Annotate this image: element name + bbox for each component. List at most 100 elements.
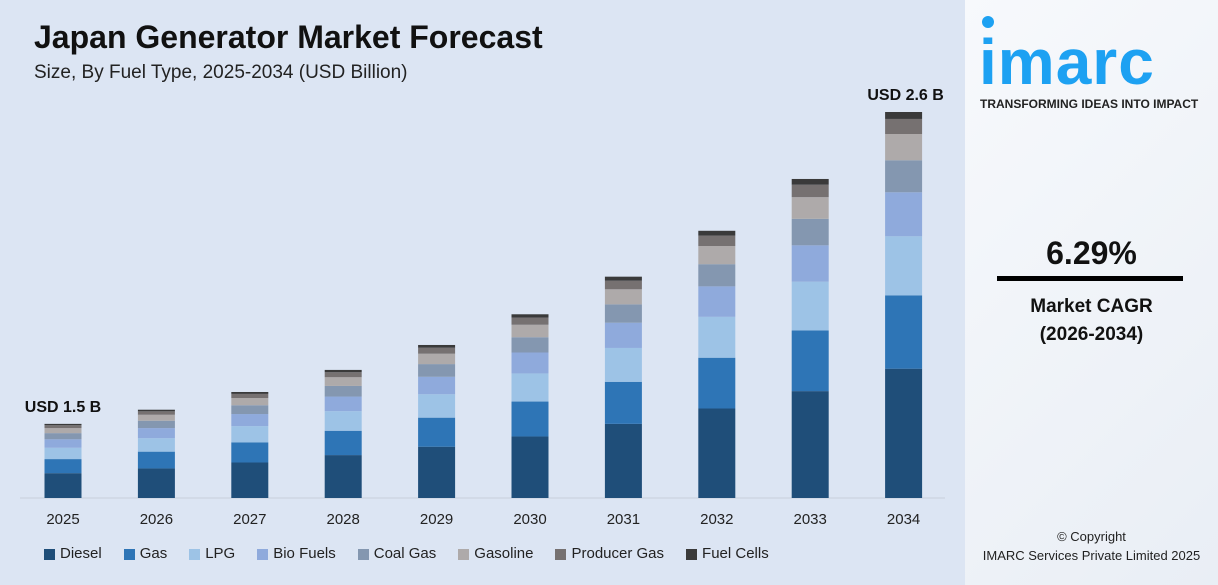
total-annotation: USD 1.5 B (25, 399, 101, 416)
bar-segment-bio-fuels-2032 (698, 286, 736, 317)
legend-label: Fuel Cells (702, 545, 769, 562)
legend-item: Bio Fuels (257, 545, 336, 563)
legend-label: Coal Gas (373, 545, 437, 562)
bar-segment-diesel-2031 (604, 423, 642, 498)
bar-segment-gasoline-2030 (511, 324, 549, 338)
bar-segment-producer-gas-2029 (418, 347, 456, 354)
bar-segment-gas-2034 (885, 295, 923, 369)
x-tick-label: 2032 (700, 511, 733, 528)
legend-item: Coal Gas (357, 545, 437, 563)
bar-segment-diesel-2026 (137, 468, 175, 498)
bar-segment-bio-fuels-2026 (137, 428, 175, 439)
bar-segment-coal-gas-2029 (418, 364, 456, 377)
imarc-logo: imarc (979, 26, 1155, 98)
bar-segment-lpg-2031 (604, 347, 642, 382)
cagr-value: 6.29% (1046, 235, 1137, 271)
bar-segment-coal-gas-2032 (698, 264, 736, 287)
bar-segment-bio-fuels-2028 (324, 396, 362, 412)
bar-segment-bio-fuels-2034 (885, 192, 923, 237)
chart-subtitle: Size, By Fuel Type, 2025-2034 (USD Billi… (34, 62, 408, 83)
bar-segment-fuel-cells-2029 (418, 344, 456, 348)
bar-segment-producer-gas-2032 (698, 235, 736, 247)
bar-segment-fuel-cells-2026 (137, 409, 175, 412)
copyright: © Copyright (1057, 529, 1126, 544)
bar-segment-bio-fuels-2025 (44, 439, 82, 448)
legend-swatch (458, 548, 470, 560)
legend-swatch (257, 548, 269, 560)
bar-segment-lpg-2027 (231, 426, 269, 443)
stacked-bar-chart: 2025 USD 1.5 B 2026 2027 2028 2029 2030 2031 203… (20, 87, 945, 528)
bar-segment-lpg-2032 (698, 316, 736, 358)
bar-segment-bio-fuels-2030 (511, 352, 549, 374)
bar-segment-producer-gas-2033 (791, 184, 829, 198)
legend-item: LPG (189, 545, 235, 563)
tagline: TRANSFORMING IDEAS INTO IMPACT (980, 97, 1199, 111)
bar-segment-fuel-cells-2032 (698, 230, 736, 236)
bar-segment-gas-2025 (44, 459, 82, 474)
bar-segment-coal-gas-2027 (231, 405, 269, 415)
bar-segment-lpg-2029 (418, 394, 456, 418)
bar-segment-coal-gas-2033 (791, 218, 829, 246)
bar-segment-diesel-2027 (231, 462, 269, 498)
x-tick-label: 2033 (794, 511, 827, 528)
legend-swatch (189, 548, 201, 560)
bar-segment-lpg-2033 (791, 281, 829, 331)
bar-segment-diesel-2028 (324, 455, 362, 498)
bar-segment-gas-2031 (604, 381, 642, 424)
legend: Diesel Gas LPG Bio Fuels Coal Gas Gasoline Pro… (44, 545, 769, 563)
bar-segment-producer-gas-2031 (604, 280, 642, 290)
bar-segment-coal-gas-2026 (137, 420, 175, 429)
legend-label: Diesel (60, 545, 102, 562)
bar-segment-lpg-2034 (885, 236, 923, 296)
bar-segment-lpg-2025 (44, 447, 82, 460)
chart-title: Japan Generator Market Forecast (34, 19, 543, 55)
legend-label: LPG (205, 545, 236, 562)
bar-segment-lpg-2026 (137, 438, 175, 452)
bar-segment-gas-2028 (324, 430, 362, 456)
bar-segment-fuel-cells-2028 (324, 369, 362, 373)
bar-segment-coal-gas-2030 (511, 337, 549, 353)
legend-item: Gasoline (458, 545, 533, 563)
company: IMARC Services Private Limited 2025 (982, 548, 1201, 563)
bar-segment-gas-2030 (511, 401, 549, 437)
bar-segment-diesel-2029 (418, 446, 456, 498)
chart-panel: Japan Generator Market Forecast Size, By… (0, 0, 965, 585)
legend-swatch (357, 548, 369, 560)
bar-segment-diesel-2032 (698, 408, 736, 498)
bar-segment-lpg-2030 (511, 373, 549, 402)
bar-segment-gas-2027 (231, 442, 269, 463)
legend-swatch (44, 548, 55, 560)
legend-item: Gas (123, 545, 167, 563)
bar-segment-gasoline-2025 (44, 428, 82, 434)
brand-panel: imarc TRANSFORMING IDEAS INTO IMPACT 6.2… (965, 0, 1218, 585)
bar-segment-gas-2033 (791, 330, 829, 392)
bar-segment-coal-gas-2031 (604, 304, 642, 323)
bar-segment-gasoline-2029 (418, 353, 456, 365)
x-tick-label: 2031 (607, 511, 640, 528)
bar-segment-coal-gas-2034 (885, 160, 923, 193)
bar-segment-producer-gas-2027 (231, 393, 269, 399)
bar-segment-coal-gas-2025 (44, 433, 82, 440)
cagr-label: Market CAGR (1030, 296, 1153, 317)
bar-segment-bio-fuels-2033 (791, 245, 829, 282)
bar-segment-diesel-2034 (885, 368, 923, 498)
legend-swatch (686, 548, 698, 560)
legend-item: Producer Gas (555, 545, 664, 563)
bar-segment-gasoline-2027 (231, 398, 269, 406)
bar-segment-bio-fuels-2029 (418, 376, 456, 395)
legend-label: Gasoline (474, 545, 534, 562)
bar-segment-producer-gas-2030 (511, 317, 549, 325)
x-tick-label: 2030 (513, 511, 546, 528)
x-tick-label: 2025 (46, 511, 79, 528)
bar-segment-producer-gas-2026 (137, 411, 175, 415)
x-tick-label: 2034 (887, 511, 920, 528)
bar-segment-fuel-cells-2033 (791, 178, 829, 185)
bar-segment-gas-2029 (418, 417, 456, 447)
cagr-period: (2026-2034) (1039, 324, 1144, 345)
legend-item: Diesel (44, 545, 102, 563)
bar-segment-diesel-2025 (44, 473, 82, 498)
bar-segment-fuel-cells-2034 (885, 112, 923, 119)
bar-segment-gasoline-2033 (791, 197, 829, 219)
bar-segment-gasoline-2032 (698, 246, 736, 265)
bar-segment-bio-fuels-2027 (231, 414, 269, 427)
